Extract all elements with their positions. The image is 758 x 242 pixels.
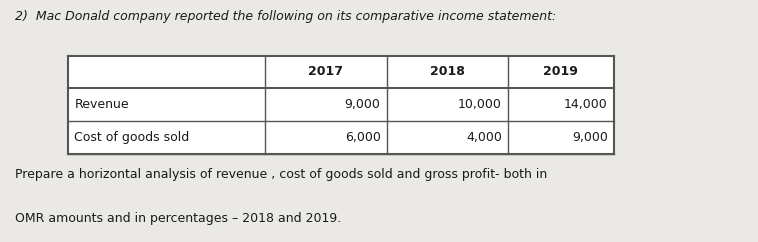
Text: 2019: 2019 — [543, 66, 578, 78]
Text: 6,000: 6,000 — [345, 131, 381, 144]
Text: Cost of goods sold: Cost of goods sold — [74, 131, 190, 144]
Text: 4,000: 4,000 — [466, 131, 502, 144]
Text: OMR amounts and in percentages – 2018 and 2019.: OMR amounts and in percentages – 2018 an… — [15, 212, 341, 225]
Text: 2018: 2018 — [430, 66, 465, 78]
Text: 9,000: 9,000 — [345, 98, 381, 111]
Text: 9,000: 9,000 — [572, 131, 608, 144]
Text: 10,000: 10,000 — [458, 98, 502, 111]
Text: Prepare a horizontal analysis of revenue , cost of goods sold and gross profit- : Prepare a horizontal analysis of revenue… — [15, 168, 547, 181]
Text: 2017: 2017 — [309, 66, 343, 78]
Text: 2)  Mac Donald company reported the following on its comparative income statemen: 2) Mac Donald company reported the follo… — [15, 10, 556, 23]
Text: 14,000: 14,000 — [564, 98, 608, 111]
Text: Revenue: Revenue — [74, 98, 129, 111]
